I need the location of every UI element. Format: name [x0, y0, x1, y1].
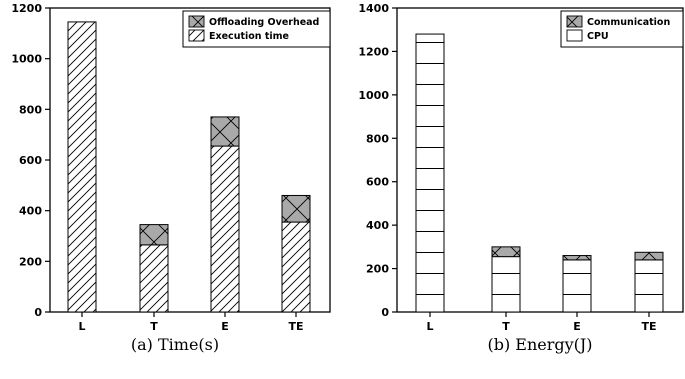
legend-swatch [566, 29, 583, 42]
y-tick-label: 1200 [358, 45, 389, 58]
y-tick-label: 600 [19, 154, 42, 167]
y-tick-label: 1000 [11, 53, 42, 66]
x-tick-label: TE [641, 320, 656, 333]
x-tick-label: L [78, 320, 85, 333]
panel-caption: (b) Energy(J) [487, 335, 592, 354]
bar-segment-TE-1 [281, 194, 311, 223]
y-tick-label: 0 [34, 306, 42, 319]
bar-segment-T-0 [491, 256, 521, 313]
legend-label: Offloading Overhead [209, 17, 319, 28]
bar-segment-E-0 [210, 145, 240, 313]
bar-segment-E-1 [562, 255, 592, 261]
y-tick-label: 1200 [11, 2, 42, 15]
bar-segment-T-0 [139, 244, 169, 313]
plot-frame [396, 7, 684, 313]
y-tick-label: 1400 [358, 2, 389, 15]
x-tick-label: E [221, 320, 229, 333]
bar-segment-L-0 [67, 21, 97, 313]
legend: Offloading Overhead Execution time [182, 10, 331, 48]
y-tick-label: 0 [381, 306, 389, 319]
legend-swatch [566, 15, 583, 28]
bar-segment-E-1 [210, 116, 240, 147]
x-tick-label: TE [288, 320, 303, 333]
legend-swatch [188, 15, 205, 28]
y-tick-label: 400 [366, 219, 389, 232]
x-tick-label: E [573, 320, 581, 333]
x-tick-label: T [150, 320, 158, 333]
legend-label: Communication [587, 17, 670, 28]
y-tick-label: 200 [19, 255, 42, 268]
legend-label: Execution time [209, 31, 289, 42]
bar-segment-TE-1 [634, 251, 664, 261]
y-tick-label: 600 [366, 176, 389, 189]
y-tick-label: 800 [366, 132, 389, 145]
bar-segment-L-0 [415, 33, 445, 313]
panel-caption: (a) Time(s) [131, 335, 219, 354]
legend: Communication CPU [560, 10, 684, 48]
y-tick-label: 200 [366, 263, 389, 276]
bar-segment-TE-0 [281, 221, 311, 313]
bar-segment-T-1 [491, 246, 521, 258]
legend-swatch [188, 29, 205, 42]
y-tick-label: 800 [19, 103, 42, 116]
legend-label: CPU [587, 31, 609, 42]
x-tick-label: T [502, 320, 510, 333]
bar-segment-T-1 [139, 224, 169, 246]
bar-segment-E-0 [562, 259, 592, 313]
bar-segment-TE-0 [634, 259, 664, 313]
y-tick-label: 1000 [358, 89, 389, 102]
legend-box [182, 10, 331, 48]
x-tick-label: L [426, 320, 433, 333]
y-tick-label: 400 [19, 205, 42, 218]
